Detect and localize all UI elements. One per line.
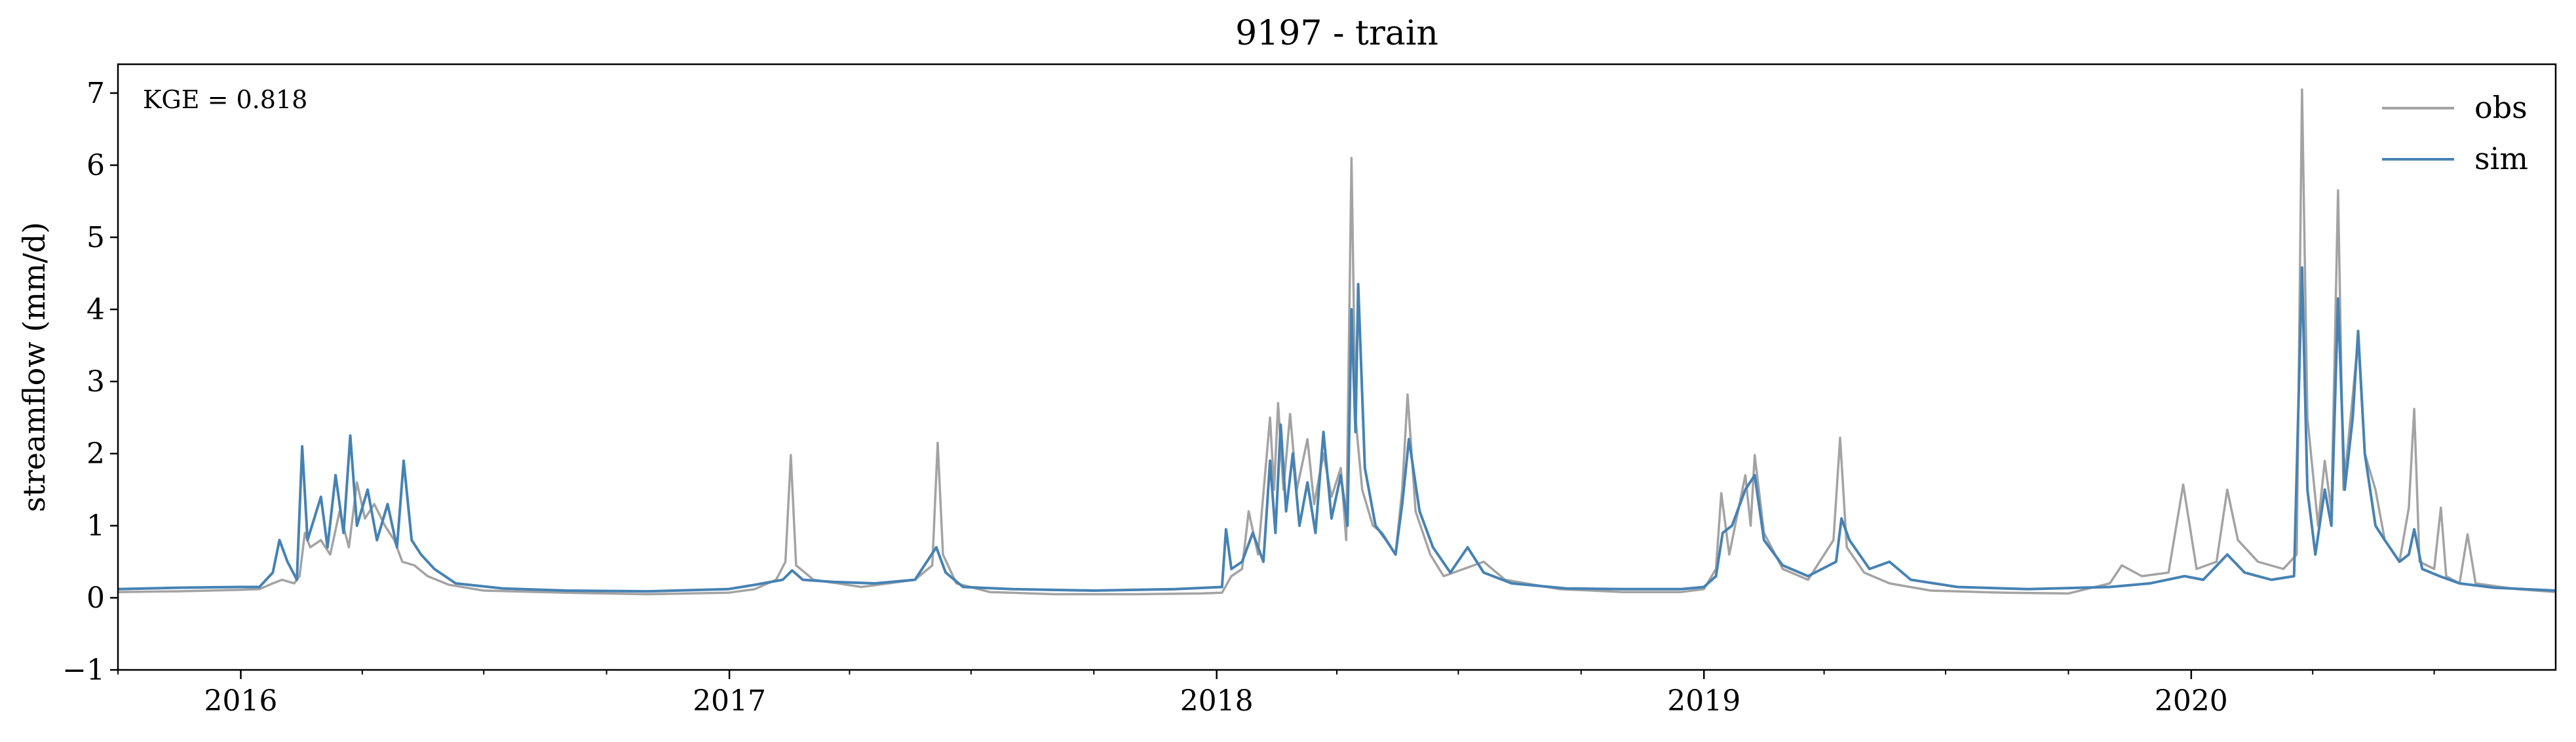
plot-frame	[117, 63, 2557, 671]
plot-area	[117, 63, 2557, 671]
y-tick-label: 3	[87, 365, 105, 399]
legend: obs sim	[2382, 90, 2528, 176]
y-tick-label: 5	[87, 221, 105, 254]
x-tick-label: 2018	[1180, 684, 1254, 718]
y-axis: −1 0 1 2 3 4 5 6 7	[62, 77, 118, 687]
chart-title: 9197 - train	[1235, 14, 1438, 53]
x-tick-label: 2020	[2155, 684, 2228, 718]
y-tick-label: 4	[87, 293, 105, 326]
y-tick-label: −1	[62, 654, 105, 687]
y-tick-label: 6	[87, 149, 105, 182]
series-line-obs	[117, 88, 2556, 596]
y-tick-label: 7	[87, 77, 105, 110]
x-axis: 2016 2017 2018 2019 2020	[117, 670, 2435, 718]
x-tick-label: 2017	[693, 684, 766, 718]
kge-annotation: KGE = 0.818	[143, 85, 307, 114]
x-tick-label: 2019	[1667, 684, 1740, 718]
y-tick-label: 2	[87, 437, 105, 471]
x-tick-label: 2016	[204, 684, 277, 718]
y-tick-label: 0	[87, 581, 105, 615]
series-line-sim	[117, 266, 2556, 593]
legend-label-sim: sim	[2474, 141, 2528, 176]
legend-label-obs: obs	[2474, 90, 2528, 125]
y-tick-label: 1	[87, 509, 105, 543]
series-layer	[117, 88, 2556, 596]
y-axis-label: streamflow (mm/d)	[16, 222, 52, 513]
